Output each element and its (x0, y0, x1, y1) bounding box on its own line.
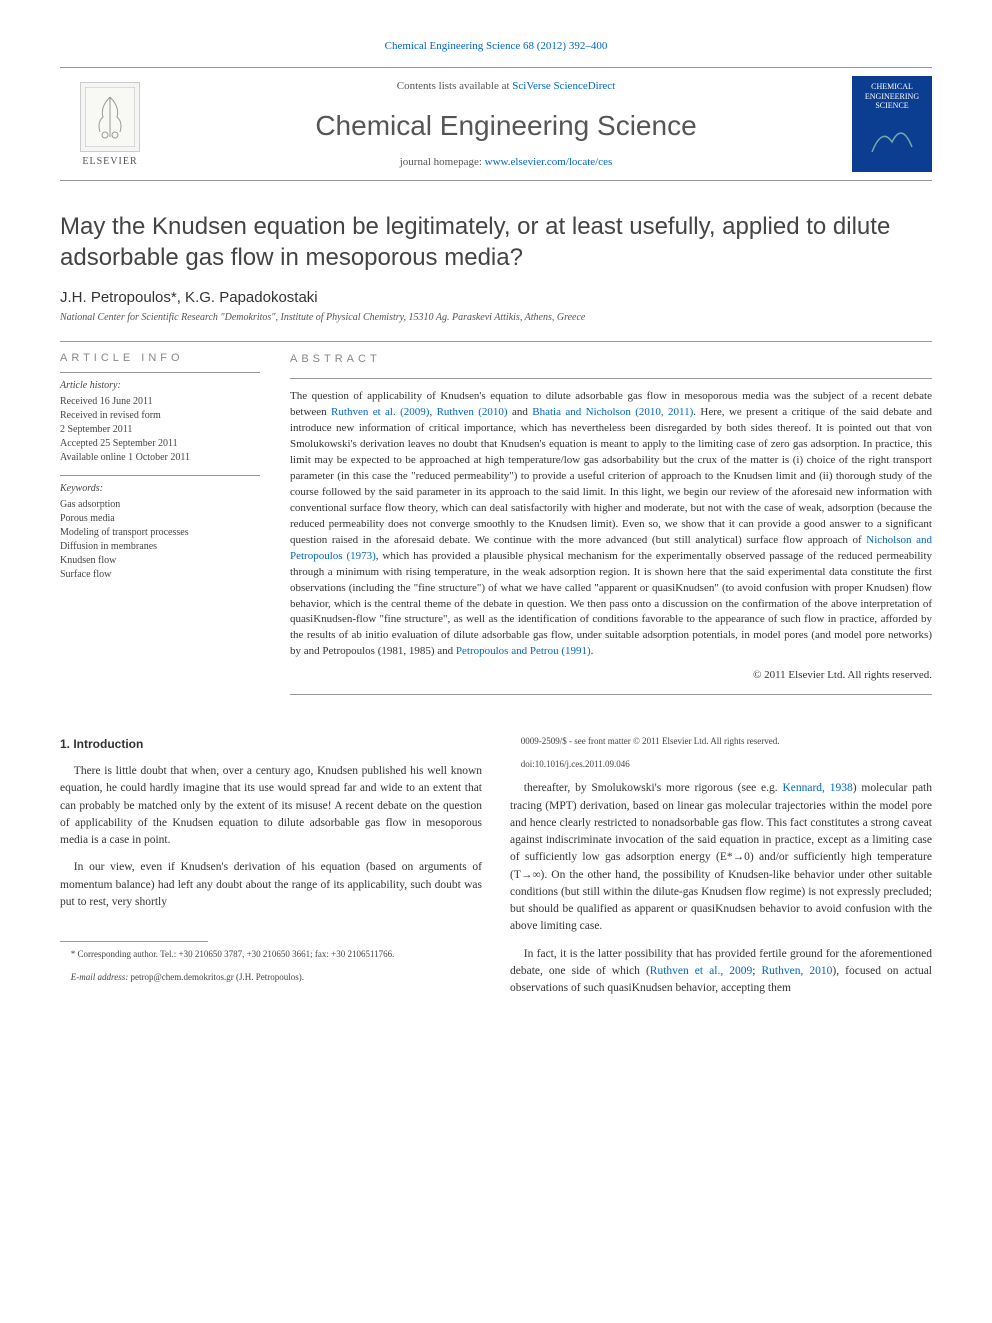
corresponding-author: * Corresponding author. Tel.: +30 210650… (60, 948, 482, 961)
article-info-label: ARTICLE INFO (60, 352, 260, 364)
affiliation: National Center for Scientific Research … (60, 312, 932, 323)
cite-kennard[interactable]: Kennard, 1938 (782, 782, 852, 794)
keywords-text: Gas adsorption Porous media Modeling of … (60, 498, 260, 582)
body-text: 1. Introduction There is little doubt th… (60, 735, 932, 1000)
journal-cover-thumb: CHEMICAL ENGINEERING SCIENCE (852, 76, 932, 172)
contents-available: Contents lists available at SciVerse Sci… (170, 80, 842, 92)
contents-prefix: Contents lists available at (397, 80, 512, 92)
journal-header: ELSEVIER Contents lists available at Sci… (60, 67, 932, 181)
homepage-line: journal homepage: www.elsevier.com/locat… (170, 156, 842, 168)
abs-t4: . Here, we present a critique of the sai… (290, 406, 932, 546)
bottom-legal: 0009-2509/$ - see front matter © 2011 El… (510, 735, 932, 770)
abs-cite-3[interactable]: Bhatia and Nicholson (2010, 2011) (532, 406, 693, 418)
abs-t3: and (508, 406, 533, 418)
homepage-link[interactable]: www.elsevier.com/locate/ces (485, 156, 613, 168)
cite-ruthven-2009[interactable]: Ruthven et al., 2009 (650, 965, 752, 977)
keywords-head: Keywords: (60, 482, 260, 496)
p4mid: ; (752, 965, 761, 977)
intro-p3: thereafter, by Smolukowski's more rigoro… (510, 780, 932, 935)
cite-ruthven-2010[interactable]: Ruthven, 2010 (762, 965, 833, 977)
homepage-prefix: journal homepage: (400, 156, 485, 168)
header-citation[interactable]: Chemical Engineering Science 68 (2012) 3… (60, 40, 932, 52)
history-head: Article history: (60, 379, 260, 393)
footnotes: * Corresponding author. Tel.: +30 210650… (60, 948, 482, 983)
intro-p2: In our view, even if Knudsen's derivatio… (60, 859, 482, 911)
elsevier-logo: ELSEVIER (60, 76, 160, 172)
abstract-end-divider (290, 694, 932, 695)
sciencedirect-link[interactable]: SciVerse ScienceDirect (512, 80, 615, 92)
p3b: ) molecular path tracing (MPT) derivatio… (510, 782, 932, 932)
article-info-sidebar: ARTICLE INFO Article history: Received 1… (60, 352, 260, 705)
footnote-rule (60, 941, 208, 942)
elsevier-name: ELSEVIER (82, 156, 137, 167)
issn-line: 0009-2509/$ - see front matter © 2011 El… (510, 735, 932, 748)
abs-t6: . (591, 645, 594, 657)
abs-t2: , (429, 406, 436, 418)
email-line: E-mail address: petrop@chem.demokritos.g… (60, 971, 482, 984)
email-value: petrop@chem.demokritos.gr (J.H. Petropou… (128, 972, 304, 982)
abstract-label: ABSTRACT (290, 352, 932, 368)
abs-cite-1[interactable]: Ruthven et al. (2009) (331, 406, 429, 418)
abstract: ABSTRACT The question of applicability o… (290, 352, 932, 705)
p3a: thereafter, by Smolukowski's more rigoro… (524, 782, 783, 794)
elsevier-tree-icon (80, 82, 140, 152)
abstract-text: The question of applicability of Knudsen… (290, 389, 932, 660)
intro-p1: There is little doubt that when, over a … (60, 763, 482, 849)
authors: J.H. Petropoulos*, K.G. Papadokostaki (60, 289, 932, 306)
abs-cite-2[interactable]: Ruthven (2010) (437, 406, 508, 418)
abstract-divider (290, 378, 932, 379)
abs-cite-5[interactable]: Petropoulos and Petrou (1991) (456, 645, 591, 657)
intro-p4: In fact, it is the latter possibility th… (510, 946, 932, 998)
article-title: May the Knudsen equation be legitimately… (60, 211, 932, 273)
section-1-heading: 1. Introduction (60, 735, 482, 753)
journal-title: Chemical Engineering Science (170, 110, 842, 142)
abs-t5: , which has provided a plausible physica… (290, 550, 932, 658)
history-text: Received 16 June 2011 Received in revise… (60, 395, 260, 465)
cover-text: CHEMICAL ENGINEERING SCIENCE (856, 82, 928, 111)
email-label: E-mail address: (71, 972, 128, 982)
divider (60, 341, 932, 342)
abstract-copyright: © 2011 Elsevier Ltd. All rights reserved… (290, 668, 932, 684)
doi-line: doi:10.1016/j.ces.2011.09.046 (510, 758, 932, 771)
